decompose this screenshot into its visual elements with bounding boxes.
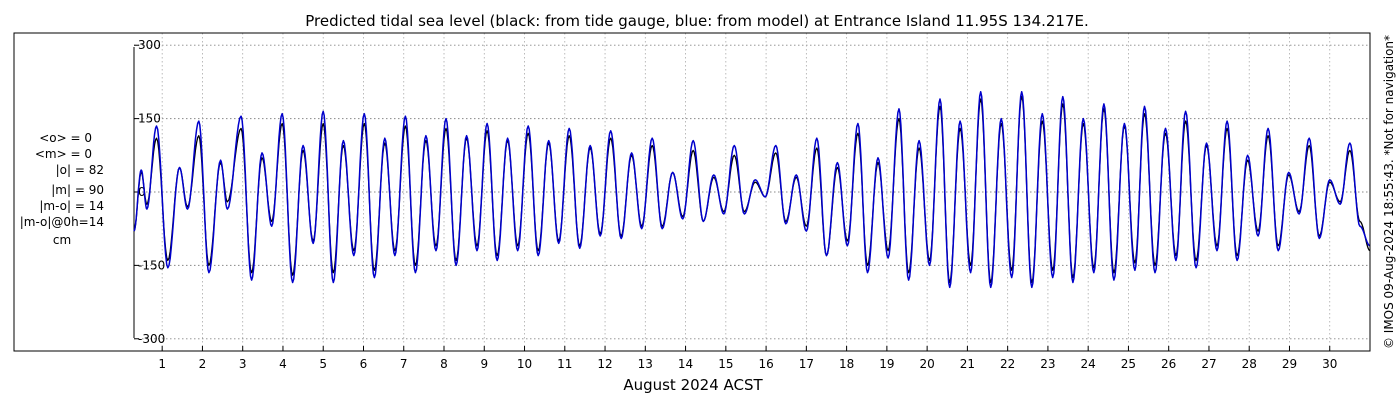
x-tick-label: 20 [919,357,934,371]
stats-line: <m> = 0 [35,147,92,161]
y-tick-label: -150 [138,258,165,272]
x-tick-label: 9 [480,357,488,371]
x-tick-label: 30 [1322,357,1337,371]
y-tick-label: -300 [138,332,165,346]
stats-line: <o> = 0 [39,131,92,145]
x-tick-label: 18 [839,357,854,371]
stats-panel: <o> = 0 <m> = 0 |o| = 82 |m| = 90 |m-o| = 14… [20,131,104,247]
stats-line: |m| = 90 [51,183,104,197]
stats-line: cm [53,233,71,247]
x-axis-label: August 2024 ACST [623,376,763,394]
series-group [133,90,1371,289]
x-tick-label: 27 [1201,357,1216,371]
x-tick-label: 11 [557,357,572,371]
stats-line: |o| = 82 [56,163,104,177]
x-tick-label: 6 [360,357,368,371]
x-tick-label: 12 [597,357,612,371]
x-tick-label: 19 [879,357,894,371]
x-tick-label: 14 [678,357,693,371]
y-tick-label: 300 [138,38,161,52]
model-series-line [133,90,1371,289]
x-tick-label: 16 [758,357,773,371]
chart-title: Predicted tidal sea level (black: from t… [305,12,1089,30]
x-tick-label: 23 [1040,357,1055,371]
x-tick-label: 15 [718,357,733,371]
stats-line: |m-o| = 14 [39,199,104,213]
plot-frame [13,32,1371,352]
grid [134,33,1370,351]
x-tick-label: 1 [158,357,166,371]
x-tick-label: 26 [1161,357,1176,371]
x-tick-label: 29 [1282,357,1297,371]
x-tick-label: 17 [799,357,814,371]
x-tick-label: 8 [440,357,448,371]
x-tick-label: 24 [1081,357,1096,371]
x-tick-label: 2 [199,357,207,371]
y-tick-label: 150 [138,112,161,126]
x-tick-label: 21 [960,357,975,371]
x-tick-label: 25 [1121,357,1136,371]
x-tick-label: 28 [1242,357,1257,371]
x-tick-label: 3 [239,357,247,371]
x-tick-label: 7 [400,357,408,371]
credit-text: © IMOS 09-Aug-2024 18:55:43. *Not for na… [1382,35,1396,349]
x-tick-label: 10 [517,357,532,371]
x-tick-label: 13 [638,357,653,371]
y-axis: 300 150 0 -150 -300 [133,38,165,346]
x-tick-label: 22 [1000,357,1015,371]
y-tick-label: 0 [138,185,146,199]
x-axis: 1 2 3 4 5 6 7 8 9 10 11 12 13 14 15 16 17 18 19 20 21 22 23 24 2… [158,346,1337,371]
x-tick-label: 4 [279,357,287,371]
stats-line: |m-o|@0h=14 [20,215,104,229]
x-tick-label: 5 [319,357,327,371]
